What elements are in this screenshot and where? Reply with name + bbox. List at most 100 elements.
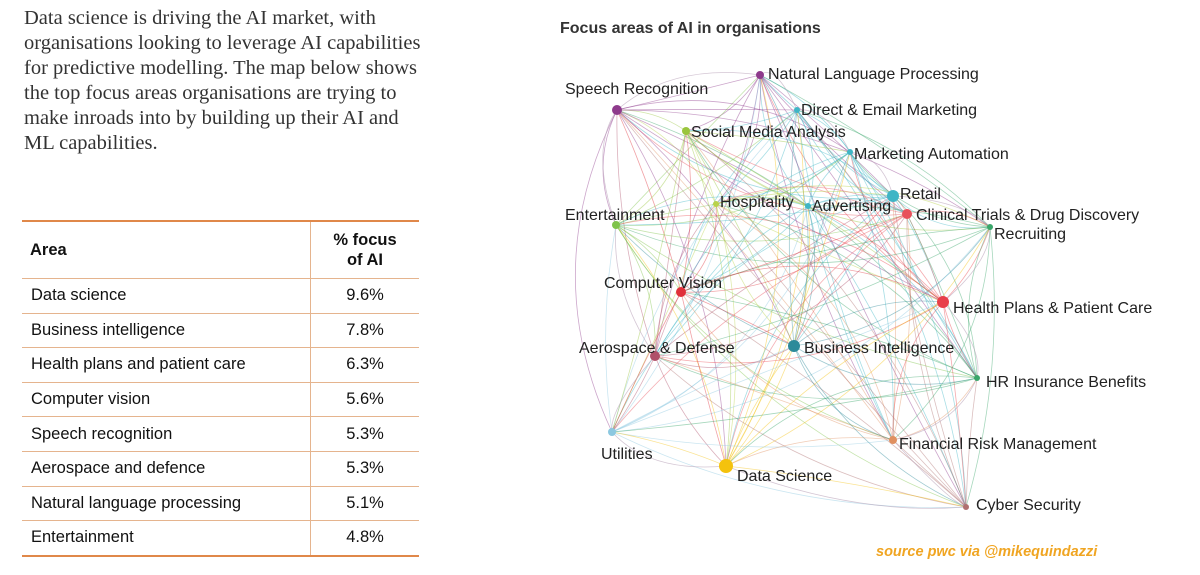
network-node-label: HR Insurance Benefits — [986, 374, 1146, 391]
network-nodes — [608, 71, 993, 510]
network-edges — [574, 72, 995, 509]
network-edge — [616, 109, 944, 303]
network-edge — [793, 345, 894, 441]
network-edge — [654, 355, 967, 508]
network-edge — [616, 72, 761, 111]
network-edge — [759, 74, 894, 441]
area-column-header: Area — [30, 240, 67, 259]
pct-header-line2: of AI — [346, 251, 384, 269]
network-edge — [654, 205, 809, 357]
focus-table: Area % focus of AI Data science 9.6% Busi… — [22, 220, 419, 557]
network-edge — [680, 74, 761, 293]
network-edge — [615, 203, 717, 226]
network-edge — [611, 291, 682, 433]
network-edge — [725, 437, 894, 467]
network-edge — [615, 195, 809, 226]
network-edge — [796, 109, 908, 215]
source-credit: source pwc via @mikequindazzi — [876, 544, 1098, 560]
network-edge — [685, 130, 967, 508]
table-row: Aerospace and defence 5.3% — [22, 451, 419, 487]
network-edge — [942, 301, 978, 379]
network-edge — [892, 195, 944, 303]
network-node-label: Entertainment — [565, 207, 665, 224]
network-edge — [715, 186, 908, 215]
network-edge — [849, 151, 908, 215]
network-edge — [685, 130, 809, 207]
network-edge — [611, 431, 727, 468]
network-node — [805, 203, 811, 209]
network-edge — [680, 291, 978, 379]
network-edge — [685, 130, 732, 467]
network-edge — [605, 224, 617, 433]
network-node-label: Aerospace & Defense — [579, 340, 735, 357]
table-header-row: Area % focus of AI — [22, 221, 419, 279]
network-edge — [680, 205, 809, 293]
network-edge — [654, 345, 795, 368]
network-node — [612, 105, 622, 115]
network-edge — [967, 226, 991, 379]
network-edge — [654, 355, 727, 467]
network-edge — [965, 377, 978, 508]
network-edge — [611, 130, 687, 433]
pct-cell: 5.1% — [310, 486, 419, 521]
area-cell: Business intelligence — [31, 320, 186, 339]
network-edge — [615, 224, 894, 441]
network-edge — [793, 345, 967, 508]
network-edge — [654, 74, 761, 357]
network-edge — [685, 130, 894, 441]
network-edge — [715, 185, 991, 228]
network-edge — [759, 74, 978, 379]
network-edge — [849, 151, 894, 197]
network-edge — [616, 109, 795, 347]
network-edge — [849, 151, 991, 228]
network-edge — [654, 355, 894, 441]
network-edge — [725, 151, 851, 467]
network-node-label: Clinical Trials & Drug Discovery — [916, 207, 1139, 224]
network-node-label: Cyber Security — [976, 497, 1081, 514]
network-edge — [849, 151, 944, 303]
network-edge — [615, 224, 682, 293]
network-edge — [654, 151, 851, 357]
network-edge — [942, 301, 979, 379]
network-edge — [611, 355, 656, 433]
network-edge — [725, 301, 944, 467]
network-edge — [654, 130, 687, 357]
network-edge — [615, 151, 851, 226]
network-node — [756, 71, 764, 79]
network-edge — [725, 109, 804, 467]
area-cell: Natural language processing — [31, 493, 242, 512]
network-node-label: Direct & Email Marketing — [801, 102, 977, 119]
network-edge — [615, 130, 687, 226]
network-edge — [616, 74, 761, 111]
network-edge — [715, 109, 798, 205]
network-node-label: Data Science — [737, 468, 832, 485]
network-edge — [685, 130, 991, 231]
network-edge — [574, 109, 618, 433]
network-edge — [685, 74, 761, 132]
network-edge — [796, 109, 894, 197]
network-edge — [759, 74, 798, 111]
area-cell: Computer vision — [31, 390, 151, 409]
network-edge — [611, 431, 894, 448]
network-edge — [725, 375, 978, 467]
network-edge — [654, 213, 908, 357]
network-node — [713, 201, 719, 207]
network-node-label: Natural Language Processing — [768, 66, 979, 83]
network-edge — [615, 224, 656, 357]
network-edge — [796, 109, 944, 303]
network-edge — [793, 213, 908, 347]
area-cell: Entertainment — [31, 528, 134, 547]
network-node — [963, 504, 969, 510]
network-edge — [796, 109, 851, 153]
network-edge — [611, 431, 967, 508]
network-edge — [892, 377, 978, 441]
network-node — [719, 459, 733, 473]
network-edge — [615, 224, 991, 264]
network-edge — [793, 300, 944, 347]
network-edge — [715, 151, 851, 205]
network-edge — [793, 345, 978, 385]
network-edge — [616, 109, 656, 357]
network-edge — [759, 74, 944, 303]
network-edge — [616, 109, 809, 207]
